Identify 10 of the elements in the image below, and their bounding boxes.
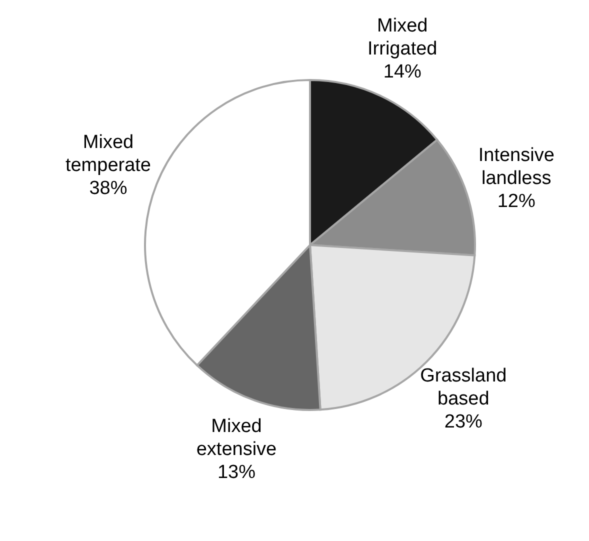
slice-label: Mixed Irrigated [368, 15, 438, 60]
slice-label: Grassland based [420, 364, 507, 409]
slice-label: Mixed temperate [65, 132, 152, 176]
data-label: 13% [217, 462, 256, 483]
slice-label: Intensive landless [478, 144, 554, 188]
slice-label: Mixed extensive [196, 416, 277, 460]
data-label: 14% [383, 61, 422, 82]
data-label: 12% [497, 190, 536, 212]
data-label: 23% [444, 410, 483, 432]
data-label: 38% [89, 178, 128, 199]
